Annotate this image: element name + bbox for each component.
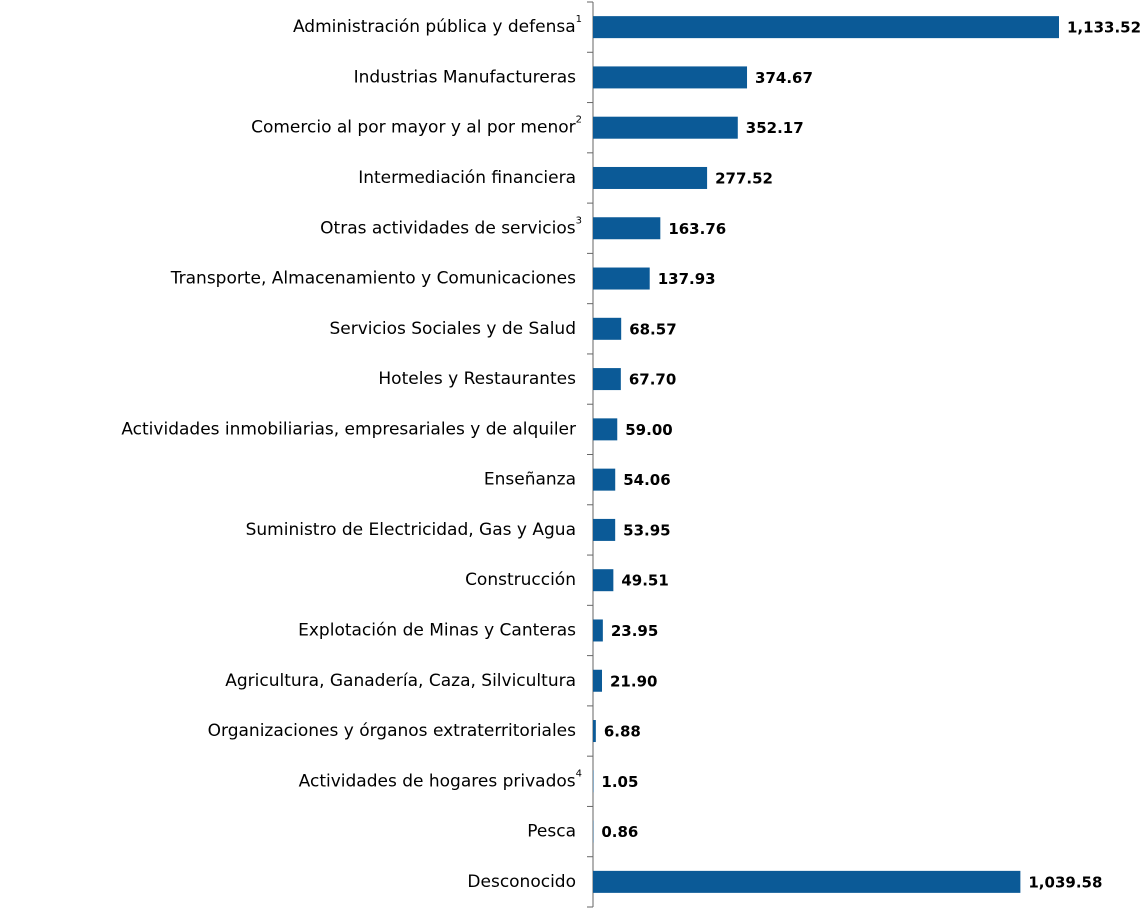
category-label: Transporte, Almacenamiento y Comunicacio… bbox=[170, 269, 576, 289]
category-text: Actividades de hogares privados bbox=[299, 771, 576, 791]
value-label: 21.90 bbox=[610, 672, 657, 690]
category-label: Comercio al por mayor y al por menor2 bbox=[251, 115, 582, 138]
bar bbox=[593, 669, 603, 692]
category-text: Servicios Sociales y de Salud bbox=[330, 319, 577, 339]
bar bbox=[593, 217, 661, 240]
category-text: Transporte, Almacenamiento y Comunicacio… bbox=[170, 269, 576, 289]
category-text: Actividades inmobiliarias, empresariales… bbox=[121, 419, 576, 439]
bar bbox=[593, 518, 616, 541]
category-text: Suministro de Electricidad, Gas y Agua bbox=[246, 520, 576, 540]
category-text: Explotación de Minas y Canteras bbox=[298, 620, 576, 640]
bar bbox=[593, 16, 1059, 39]
value-label: 1.05 bbox=[601, 773, 638, 791]
footnote-mark: 1 bbox=[576, 14, 582, 25]
bar bbox=[593, 267, 650, 290]
value-label: 277.52 bbox=[715, 169, 773, 187]
category-text: Intermediación financiera bbox=[358, 168, 576, 188]
value-label: 53.95 bbox=[623, 521, 670, 539]
category-text: Enseñanza bbox=[484, 470, 576, 490]
category-label: Explotación de Minas y Canteras bbox=[298, 620, 576, 640]
category-text: Organizaciones y órganos extraterritoria… bbox=[208, 721, 576, 741]
category-label: Suministro de Electricidad, Gas y Agua bbox=[246, 520, 576, 540]
category-text: Comercio al por mayor y al por menor bbox=[251, 118, 576, 138]
value-label: 1,133.52 bbox=[1067, 19, 1141, 37]
value-label: 1,039.58 bbox=[1028, 873, 1102, 891]
category-text: Desconocido bbox=[467, 872, 576, 892]
bar bbox=[593, 418, 618, 441]
bar bbox=[593, 66, 748, 89]
category-text: Construcción bbox=[465, 570, 576, 590]
category-label: Servicios Sociales y de Salud bbox=[330, 319, 577, 339]
value-label: 68.57 bbox=[629, 320, 676, 338]
category-text: Agricultura, Ganadería, Caza, Silvicultu… bbox=[225, 671, 576, 691]
value-label: 59.00 bbox=[625, 421, 672, 439]
bar bbox=[593, 166, 708, 189]
bar bbox=[593, 116, 738, 139]
bar bbox=[593, 619, 603, 642]
bar bbox=[593, 317, 622, 340]
value-label: 163.76 bbox=[668, 220, 726, 238]
category-text: Administración pública y defensa bbox=[293, 17, 576, 37]
value-label: 6.88 bbox=[604, 723, 641, 741]
category-label: Agricultura, Ganadería, Caza, Silvicultu… bbox=[225, 671, 576, 691]
category-text: Otras actividades de servicios bbox=[320, 218, 576, 238]
category-label: Actividades inmobiliarias, empresariales… bbox=[121, 419, 576, 439]
bar bbox=[593, 468, 616, 491]
category-text: Pesca bbox=[527, 822, 576, 842]
category-label: Intermediación financiera bbox=[358, 168, 576, 188]
footnote-mark: 2 bbox=[576, 115, 582, 126]
footnote-mark: 4 bbox=[576, 768, 582, 779]
category-label: Desconocido bbox=[467, 872, 576, 892]
bar bbox=[593, 569, 614, 592]
value-label: 352.17 bbox=[746, 119, 804, 137]
value-label: 23.95 bbox=[611, 622, 658, 640]
value-label: 137.93 bbox=[658, 270, 716, 288]
category-text: Hoteles y Restaurantes bbox=[378, 369, 576, 389]
footnote-mark: 3 bbox=[576, 215, 582, 226]
value-label: 54.06 bbox=[623, 471, 670, 489]
bar bbox=[593, 720, 596, 743]
category-text: Industrias Manufactureras bbox=[354, 67, 577, 87]
value-label: 374.67 bbox=[755, 69, 813, 87]
bar bbox=[593, 368, 621, 391]
category-label: Actividades de hogares privados4 bbox=[299, 768, 582, 791]
value-label: 67.70 bbox=[629, 371, 676, 389]
category-label: Pesca bbox=[527, 822, 576, 842]
category-label: Construcción bbox=[465, 570, 576, 590]
category-label: Industrias Manufactureras bbox=[354, 67, 577, 87]
category-label: Administración pública y defensa1 bbox=[293, 14, 582, 37]
category-label: Enseñanza bbox=[484, 470, 576, 490]
value-label: 49.51 bbox=[621, 572, 668, 590]
bar bbox=[593, 870, 1021, 893]
category-label: Hoteles y Restaurantes bbox=[378, 369, 576, 389]
value-label: 0.86 bbox=[601, 823, 638, 841]
category-label: Organizaciones y órganos extraterritoria… bbox=[208, 721, 576, 741]
category-label: Otras actividades de servicios3 bbox=[320, 215, 582, 238]
